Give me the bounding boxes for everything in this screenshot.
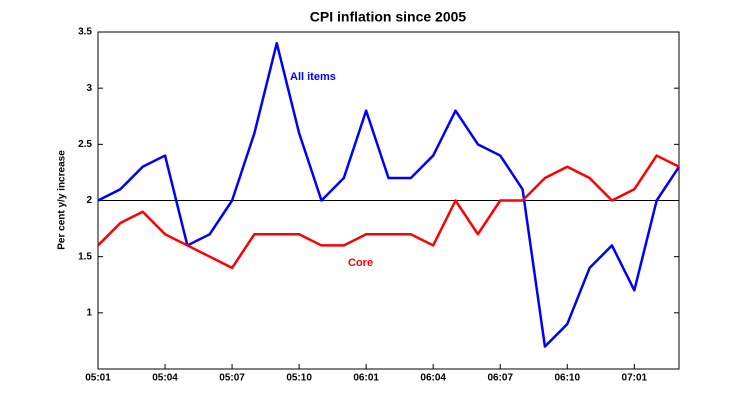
y-tick-label: 2 bbox=[86, 195, 92, 206]
y-tick-label: 2.5 bbox=[78, 139, 92, 150]
series-label: Core bbox=[348, 257, 373, 269]
x-tick-label: 06:01 bbox=[353, 373, 379, 384]
y-tick-label: 3.5 bbox=[78, 27, 92, 38]
series-label: All items bbox=[290, 71, 336, 83]
x-tick-label: 05:04 bbox=[152, 373, 178, 384]
series-line bbox=[97, 154, 680, 270]
x-tick-label: 06:07 bbox=[487, 373, 513, 384]
y-tick-label: 1.5 bbox=[78, 251, 92, 262]
x-tick-label: 07:01 bbox=[622, 373, 648, 384]
x-tick-label: 06:04 bbox=[420, 373, 446, 384]
x-tick-label: 05:01 bbox=[85, 373, 111, 384]
y-axis-label: Per cent y/y increase bbox=[57, 150, 68, 250]
x-tick-label: 05:07 bbox=[219, 373, 245, 384]
x-tick-label: 05:10 bbox=[286, 373, 312, 384]
y-tick-label: 1 bbox=[86, 307, 92, 318]
y-tick-label: 3 bbox=[86, 83, 92, 94]
chart-title: CPI inflation since 2005 bbox=[310, 9, 467, 25]
series-line bbox=[97, 41, 681, 348]
x-tick-label: 06:10 bbox=[554, 373, 580, 384]
